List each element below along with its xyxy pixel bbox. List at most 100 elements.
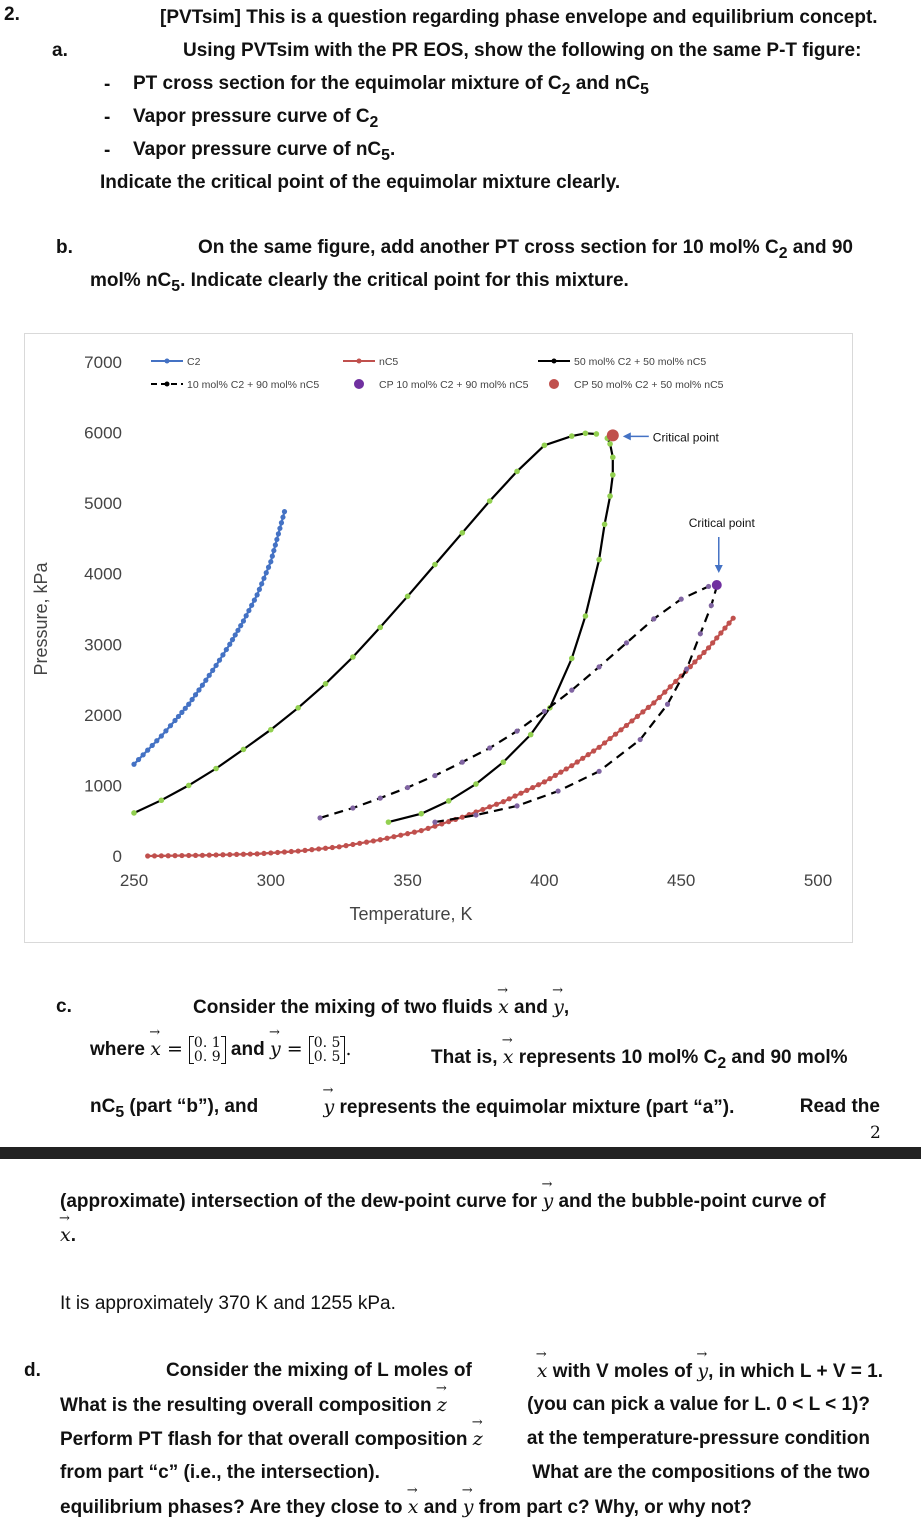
c2-data-point xyxy=(135,756,142,763)
legend-marker xyxy=(549,379,559,389)
nc5-data-point xyxy=(487,804,493,810)
nc5-data-point xyxy=(596,744,602,750)
equimolar-bubble-curve xyxy=(133,432,597,814)
bullet-1: PT cross section for the equimolar mixtu… xyxy=(133,73,649,98)
critical-point-arrowhead-1 xyxy=(622,432,631,441)
nc5-data-point xyxy=(607,735,613,742)
nc5-data-point xyxy=(705,645,712,651)
c2-data-point xyxy=(263,570,269,576)
nc5-data-point xyxy=(634,713,641,720)
x-axis-title: Temperature, K xyxy=(349,904,472,924)
y-tick-label: 4000 xyxy=(84,565,122,584)
equimolar-bubble-point xyxy=(240,746,247,753)
part-d-line-2: What is the resulting overall compositio… xyxy=(60,1381,870,1417)
nc5-data-point xyxy=(730,615,736,621)
part-d-line-1: Consider the mixing of L moles of x with… xyxy=(166,1347,883,1383)
legend-label: 50 mol% C2 + 50 mol% nC5 xyxy=(574,356,706,368)
equimolar-dew-point xyxy=(418,810,425,817)
equimolar-dew-point xyxy=(607,441,613,447)
c2-data-point xyxy=(163,728,169,734)
c2-data-point xyxy=(261,575,267,581)
c2-data-point xyxy=(167,723,174,729)
legend-marker xyxy=(551,358,557,364)
nc5-data-point xyxy=(459,814,465,820)
ten-percent-dew-point xyxy=(697,631,703,637)
c2-data-point xyxy=(210,667,216,673)
ten-percent-dew-point xyxy=(637,736,643,743)
part-d-line-4: from part “c” (i.e., the intersection). … xyxy=(60,1462,870,1483)
nc5-data-point xyxy=(384,835,390,841)
equimolar-bubble-point xyxy=(582,430,589,437)
part-a-final: Indicate the critical point of the equim… xyxy=(100,172,621,193)
x-vector-matrix: 0. 1 0. 9 xyxy=(188,1036,226,1064)
ten-percent-critical-point xyxy=(711,580,722,591)
nc5-data-point xyxy=(480,806,486,813)
equimolar-bubble-point xyxy=(459,529,466,536)
equimolar-bubble-point xyxy=(486,498,493,504)
equimolar-bubble-point xyxy=(268,726,274,733)
nc5-data-point xyxy=(506,796,512,802)
nc5-data-point xyxy=(535,782,542,788)
legend-label: CP 10 mol% C2 + 90 mol% nC5 xyxy=(379,379,529,391)
nc5-data-point xyxy=(673,678,679,685)
equimolar-bubble-point xyxy=(213,765,219,772)
y-vector-matrix: 0. 5 0. 5 xyxy=(308,1036,346,1064)
ten-percent-dew-point xyxy=(684,666,690,672)
nc5-data-point xyxy=(288,848,294,855)
pt-diagram: 0 1000 2000 3000 4000 5000 6000 7000 250 300 350 40… xyxy=(31,353,832,924)
ten-percent-bubble-point xyxy=(623,640,630,646)
nc5-data-point xyxy=(302,847,308,853)
part-c-line-5: x. xyxy=(59,1211,76,1247)
nc5-data-point xyxy=(309,847,315,853)
intro-line-1: [PVTsim] This is a question regarding ph… xyxy=(160,7,878,28)
c2-data-point xyxy=(272,542,278,548)
nc5-data-point xyxy=(322,845,329,851)
equimolar-dew-point xyxy=(500,759,507,765)
nc5-data-point xyxy=(512,793,518,799)
ten-percent-bubble-point xyxy=(377,795,383,801)
c2-data-point xyxy=(280,514,286,520)
nc5-data-point xyxy=(268,850,274,856)
equimolar-bubble-point xyxy=(377,624,384,631)
equimolar-bubble-point xyxy=(131,810,137,816)
ten-percent-bubble-point xyxy=(405,784,411,791)
c2-data-point xyxy=(227,641,233,647)
nc5-data-point xyxy=(158,853,164,859)
c2-data-point xyxy=(140,752,146,758)
nc5-data-point xyxy=(281,849,288,855)
c2-data-point xyxy=(235,627,241,633)
c2-data-point xyxy=(271,547,277,554)
nc5-data-point xyxy=(518,790,524,796)
x-tick-label: 500 xyxy=(804,871,832,890)
equimolar-critical-point xyxy=(606,429,619,442)
ten-percent-bubble-curve xyxy=(319,583,717,819)
part-c-label: c. xyxy=(56,996,72,1017)
ten-percent-bubble-point xyxy=(350,805,356,811)
c2-data-point xyxy=(175,713,182,720)
c2-data-point xyxy=(278,520,285,526)
c2-data-point xyxy=(216,657,223,663)
legend-marker xyxy=(356,358,362,364)
nc5-data-point xyxy=(213,852,219,858)
nc5-data-point xyxy=(206,852,212,858)
nc5-data-point xyxy=(370,838,376,844)
legend-label: C2 xyxy=(187,356,201,368)
c2-data-point xyxy=(274,536,280,543)
part-b-line-1: On the same figure, add another PT cross… xyxy=(198,237,853,262)
c2-data-point xyxy=(254,592,260,598)
ten-percent-dew-point xyxy=(555,788,561,794)
critical-point-label-1: Critical point xyxy=(653,430,720,444)
nc5-data-point xyxy=(295,848,301,854)
y-tick-label: 7000 xyxy=(84,353,122,372)
intro-line-2: Using PVTsim with the PR EOS, show the f… xyxy=(183,40,862,61)
nc5-data-point xyxy=(645,704,651,710)
nc5-data-point xyxy=(439,821,445,827)
nc5-data-point xyxy=(558,769,564,775)
c2-data-point xyxy=(189,696,195,703)
c2-data-point xyxy=(265,564,272,570)
equimolar-dew-point xyxy=(385,819,392,825)
nc5-data-point xyxy=(247,851,253,857)
nc5-data-point xyxy=(612,731,619,737)
equimolar-dew-point xyxy=(610,472,616,478)
page-divider xyxy=(0,1147,921,1159)
